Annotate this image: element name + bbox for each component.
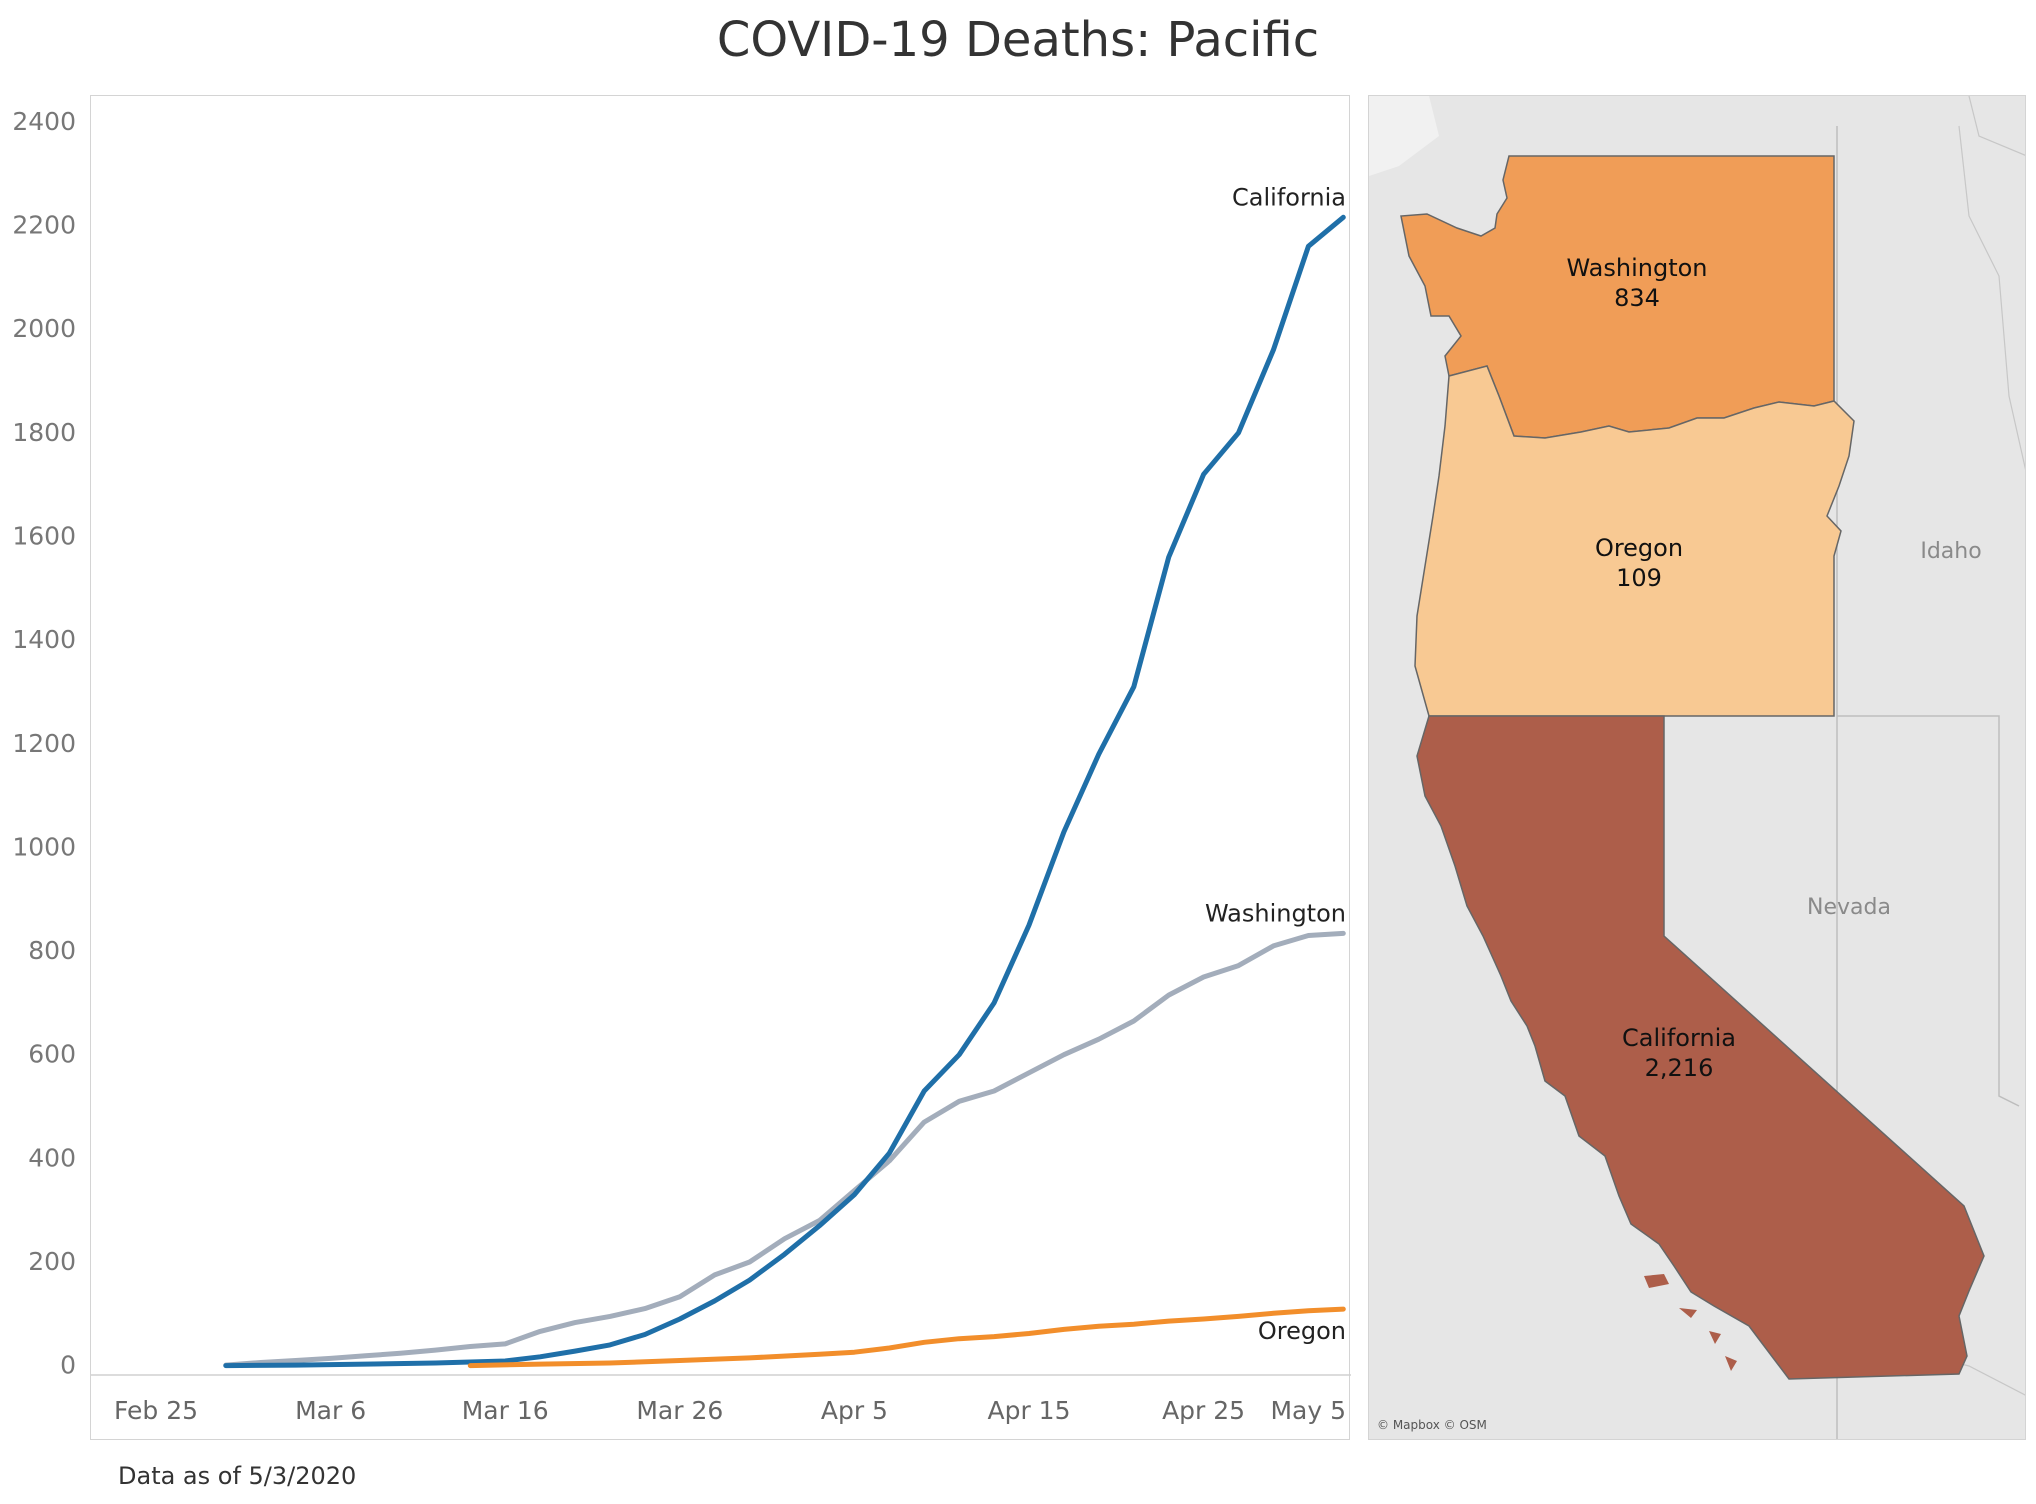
series-label-california: California: [1232, 183, 1346, 211]
x-tick-label: Mar 6: [295, 1396, 366, 1425]
state-label-value: 109: [1616, 564, 1662, 592]
neighbor-label-idaho: Idaho: [1920, 539, 1981, 564]
border-line: [1968, 96, 2025, 156]
series-line-california[interactable]: [223, 214, 1346, 1369]
x-tick-label: Feb 25: [114, 1396, 198, 1425]
series-line-oregon[interactable]: [467, 1306, 1346, 1369]
state-label-value: 2,216: [1645, 1054, 1714, 1082]
chart-title: COVID-19 Deaths: Pacific: [716, 12, 1320, 68]
series-line-washington[interactable]: [223, 930, 1346, 1368]
border-line: [1837, 715, 2020, 1107]
y-tick-label: 200: [28, 1247, 76, 1276]
x-tick-label: Mar 16: [462, 1396, 549, 1425]
state-california[interactable]: [1416, 715, 1985, 1380]
y-tick-label: 1800: [12, 418, 76, 447]
map-credit[interactable]: © Mapbox © OSM: [1377, 1418, 1487, 1432]
choropleth-map[interactable]: Washington 834 Oregon 109 California 2,2…: [1369, 96, 2026, 1440]
line-chart: Feb 25 Mar 6 Mar 16 Mar 26 Apr 5 Apr 15 Apr 25…: [91, 183, 1351, 1425]
y-tick-label: 1400: [12, 625, 76, 654]
y-tick-label: 2200: [12, 211, 76, 240]
y-tick-label: 0: [60, 1351, 76, 1380]
x-tick-label: Apr 25: [1162, 1396, 1245, 1425]
state-label-value: 834: [1614, 284, 1660, 312]
x-tick-label: Mar 26: [636, 1396, 723, 1425]
y-tick-label: 1600: [12, 521, 76, 550]
y-tick-label: 2400: [12, 107, 76, 136]
x-tick-label: May 5: [1270, 1396, 1346, 1425]
footnote: Data as of 5/3/2020: [118, 1462, 357, 1490]
x-tick-label: Apr 15: [987, 1396, 1070, 1425]
neighbor-label-nevada: Nevada: [1807, 895, 1891, 920]
state-label-name: Washington: [1566, 254, 1707, 282]
border-line: [1958, 125, 2025, 470]
line-chart-panel: Feb 25 Mar 6 Mar 16 Mar 26 Apr 5 Apr 15 Apr 25…: [90, 95, 1351, 1440]
state-label-name: California: [1622, 1024, 1736, 1052]
choropleth-map-panel[interactable]: Washington 834 Oregon 109 California 2,2…: [1368, 95, 2026, 1440]
channel-island: [1679, 1308, 1697, 1318]
y-tick-label: 1200: [12, 729, 76, 758]
series-label-oregon: Oregon: [1258, 1317, 1346, 1345]
state-oregon[interactable]: [1414, 365, 1855, 717]
map-water: [1369, 96, 1439, 176]
channel-island: [1725, 1356, 1737, 1371]
y-axis: 0 200 400 600 800 1000 1200 1400 1600 1800 2000 220…: [12, 107, 76, 1380]
y-tick-label: 400: [28, 1143, 76, 1172]
channel-island: [1709, 1331, 1721, 1344]
channel-island: [1644, 1274, 1669, 1288]
series-label-washington: Washington: [1205, 899, 1346, 927]
x-tick-label: Apr 5: [821, 1396, 888, 1425]
y-tick-label: 800: [28, 936, 76, 965]
y-tick-label: 600: [28, 1040, 76, 1069]
y-tick-label: 1000: [12, 832, 76, 861]
y-tick-label: 2000: [12, 314, 76, 343]
state-label-name: Oregon: [1595, 534, 1683, 562]
